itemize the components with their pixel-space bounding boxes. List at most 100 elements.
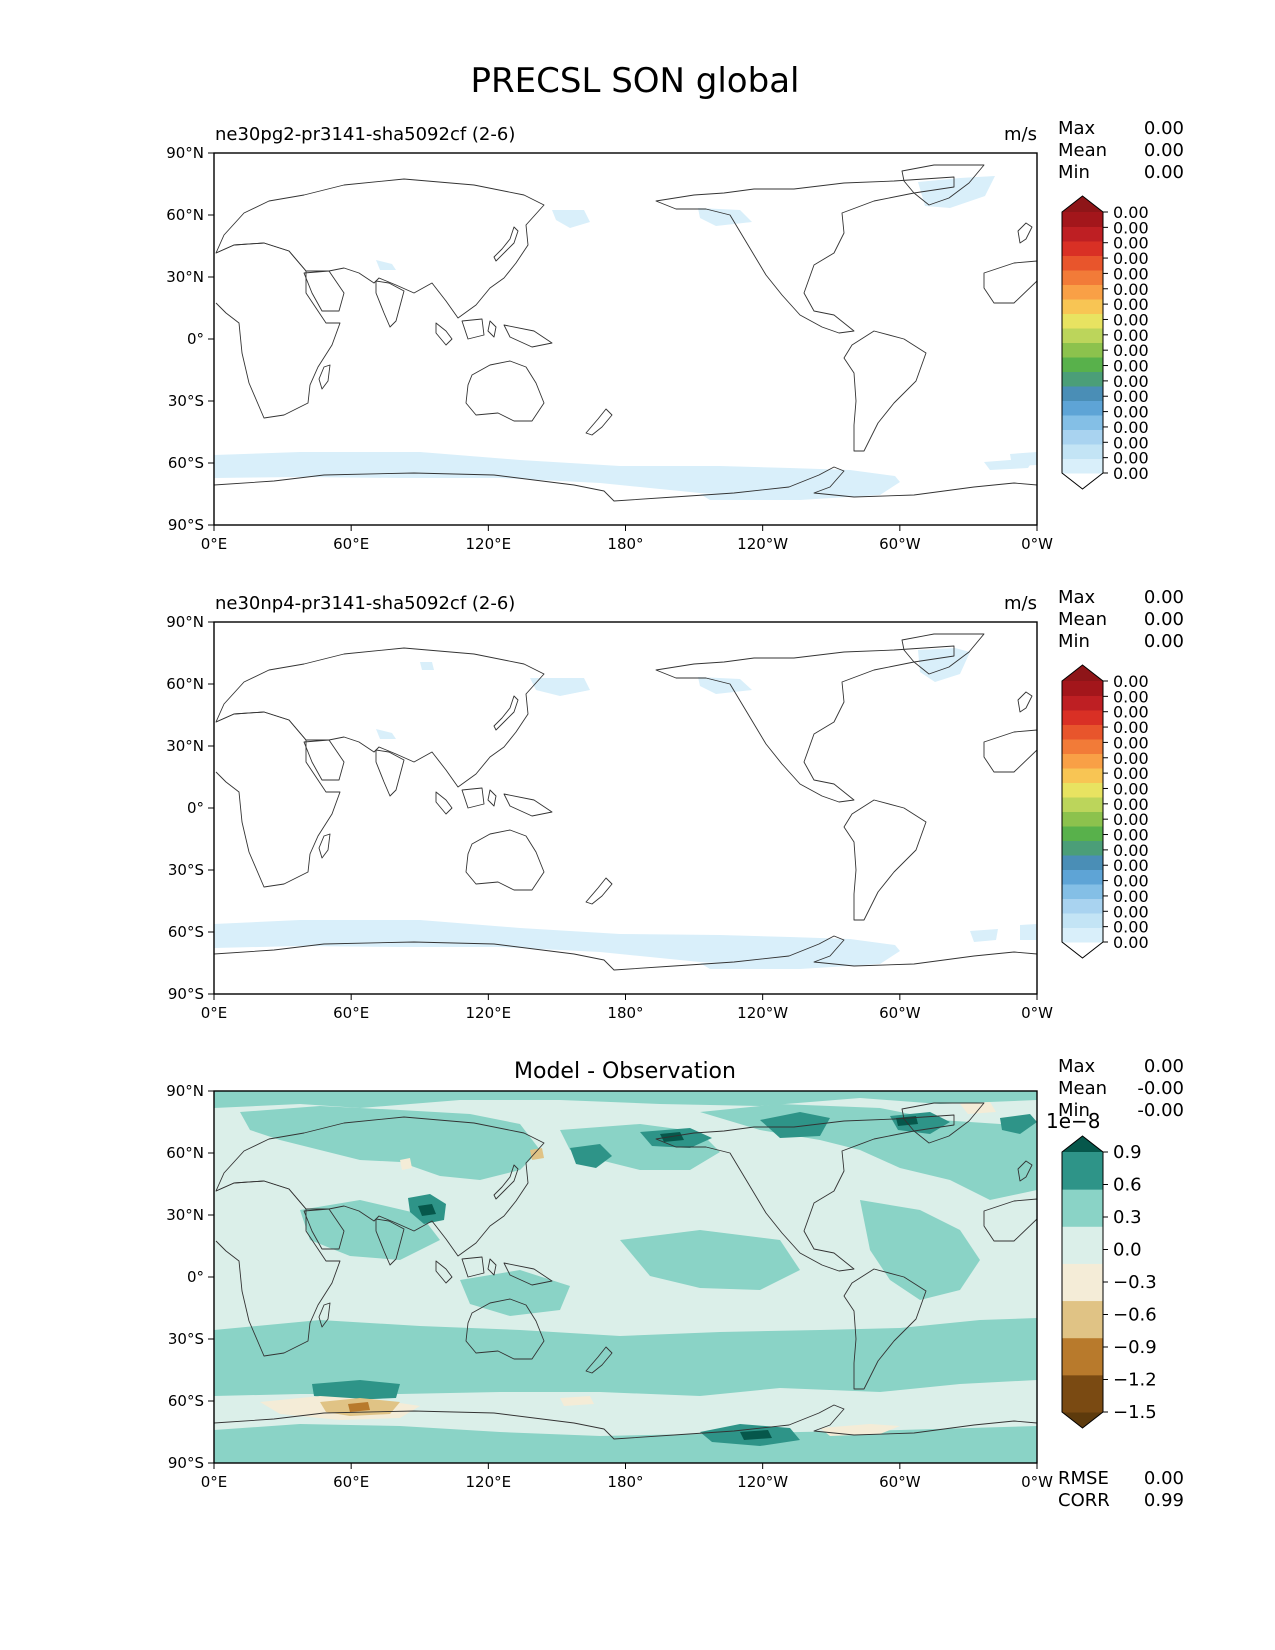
colorbar-tick-label: 0.00 bbox=[1113, 203, 1149, 222]
y-tick-label: 90°S bbox=[168, 985, 204, 1003]
precip-patch-north-pacific bbox=[698, 677, 752, 694]
precip-fill-layer bbox=[214, 633, 1037, 971]
colorbar-tick-label: 0.00 bbox=[1113, 295, 1149, 314]
y-tick-label: 30°S bbox=[168, 861, 204, 879]
figure-title: PRECSL SON global bbox=[471, 61, 800, 101]
stat-value: 0.00 bbox=[1144, 631, 1184, 652]
colorbar-swatch bbox=[1062, 1152, 1103, 1190]
stat-value: 0.00 bbox=[1144, 587, 1184, 608]
stat-label: Max bbox=[1058, 1056, 1096, 1077]
colorbar-extend-high bbox=[1062, 1136, 1103, 1152]
stat-min: Min 0.00 bbox=[1058, 631, 1184, 652]
colorbar-swatch bbox=[1062, 284, 1103, 300]
x-tick-label: 60°E bbox=[333, 1473, 369, 1491]
colorbar-exponent: 1e−8 bbox=[1046, 1109, 1101, 1133]
diff-region-southern-indian-core-neg bbox=[348, 1402, 370, 1412]
stat-label: Mean bbox=[1058, 1078, 1107, 1099]
diff-region-antarctic-core bbox=[740, 1430, 772, 1440]
stat-value: 0.00 bbox=[1144, 162, 1184, 183]
x-tick-label: 0°W bbox=[1021, 535, 1053, 553]
colorbar-swatch bbox=[1062, 797, 1103, 812]
stat-value: 0.00 bbox=[1144, 609, 1184, 630]
y-tick-label: 0° bbox=[187, 799, 204, 817]
stat-max: Max 0.00 bbox=[1058, 587, 1184, 608]
diff-region-arctic bbox=[214, 1091, 1037, 1108]
colorbar-swatch bbox=[1062, 226, 1103, 242]
stat-label: Min bbox=[1058, 631, 1090, 652]
stat-label: CORR bbox=[1058, 1490, 1110, 1511]
stat-max: Max 0.00 bbox=[1058, 118, 1184, 139]
diff-region-southern-ocean bbox=[214, 1318, 1037, 1396]
panel-center-title: Model - Observation bbox=[514, 1059, 736, 1084]
diff-region-alaska bbox=[760, 1112, 830, 1138]
x-tick-label: 60°E bbox=[333, 535, 369, 553]
x-tick-label: 180° bbox=[607, 1004, 643, 1022]
stat-value: 0.00 bbox=[1144, 1056, 1184, 1077]
diff-region-weddell-neg bbox=[820, 1424, 900, 1436]
diff-region-tibet-core bbox=[418, 1204, 436, 1216]
map-plot: 0°E 60°E 120°E 180° 120°W 60°W 0°W 90°N 60°N 30°N… bbox=[166, 613, 1053, 1022]
colorbar-swatch bbox=[1062, 429, 1103, 445]
diff-region-kamchatka bbox=[570, 1144, 612, 1168]
y-tick-label: 60°S bbox=[168, 1392, 204, 1410]
stat-value: 0.99 bbox=[1144, 1490, 1184, 1511]
colorbar-tick-label: 0.00 bbox=[1113, 357, 1149, 376]
colorbar-tick-label: 0.00 bbox=[1113, 433, 1149, 452]
axis-ticks: 0°E 60°E 120°E 180° 120°W 60°W 0°W 90°N 60°N 30°N… bbox=[166, 144, 1053, 553]
colorbar-swatch bbox=[1062, 241, 1103, 256]
y-tick-label: 60°N bbox=[166, 675, 204, 693]
y-tick-label: 0° bbox=[187, 330, 204, 348]
x-tick-label: 120°W bbox=[737, 1004, 788, 1022]
colorbar-tick-label: 0.0 bbox=[1113, 1240, 1142, 1261]
colorbar-swatch bbox=[1062, 357, 1103, 372]
colorbar: 0.000.000.000.000.000.000.000.000.000.00… bbox=[1061, 195, 1149, 490]
colorbar-swatch bbox=[1062, 444, 1103, 459]
x-tick-label: 120°E bbox=[466, 1473, 512, 1491]
colorbar-swatch bbox=[1062, 782, 1103, 798]
colorbar-tick-label: 0.00 bbox=[1113, 872, 1149, 891]
precip-patch-tibet bbox=[376, 729, 396, 739]
colorbar-tick-label: 0.9 bbox=[1113, 1142, 1142, 1163]
colorbar-swatch bbox=[1062, 458, 1103, 474]
precip-patch-north-pacific bbox=[698, 208, 752, 226]
y-tick-label: 90°S bbox=[168, 1454, 204, 1472]
colorbar-tick-label: 0.00 bbox=[1113, 310, 1149, 329]
diff-region-atlantic-high bbox=[1000, 1114, 1037, 1134]
colorbar-swatch bbox=[1062, 898, 1103, 914]
precip-band-southern-ocean bbox=[214, 920, 895, 964]
y-tick-label: 60°N bbox=[166, 1144, 204, 1162]
colorbar-tick-label: 0.00 bbox=[1113, 418, 1149, 437]
diff-region-southern-indian bbox=[312, 1380, 400, 1400]
colorbar-swatch bbox=[1062, 753, 1103, 769]
colorbar-tick-label: 0.00 bbox=[1113, 672, 1149, 691]
colorbar-extend-low bbox=[1062, 1412, 1103, 1428]
colorbar-swatch bbox=[1062, 328, 1103, 343]
y-tick-label: 90°N bbox=[166, 144, 204, 162]
axis-ticks: 0°E 60°E 120°E 180° 120°W 60°W 0°W 90°N 60°N 30°N… bbox=[166, 613, 1053, 1022]
colorbar-swatch bbox=[1062, 299, 1103, 314]
precip-patch-atlantic-south bbox=[970, 929, 998, 942]
colorbar-tick-label: 0.00 bbox=[1113, 403, 1149, 422]
precip-patch-east-asia bbox=[552, 210, 590, 228]
colorbar-tick-label: 0.00 bbox=[1113, 326, 1149, 345]
colorbar: 0.000.000.000.000.000.000.000.000.000.00… bbox=[1061, 664, 1149, 959]
stat-value: 0.00 bbox=[1144, 1468, 1184, 1489]
colorbar-tick-label: 0.00 bbox=[1113, 764, 1149, 783]
colorbar-swatch bbox=[1062, 386, 1103, 401]
precip-band-southern-ocean bbox=[214, 452, 895, 495]
colorbar-swatch bbox=[1062, 927, 1103, 943]
stat-value: 0.00 bbox=[1144, 118, 1184, 139]
colorbar-tick-label: −0.3 bbox=[1113, 1272, 1157, 1293]
stat-value: -0.00 bbox=[1137, 1078, 1184, 1099]
x-tick-label: 0°E bbox=[201, 535, 228, 553]
panel-test: ne30pg2-pr3141-sha5092cf (2-6) m/s Max 0… bbox=[166, 118, 1184, 553]
y-tick-label: 60°S bbox=[168, 923, 204, 941]
precip-patch-atlantic-south-2 bbox=[1020, 924, 1037, 940]
stat-value: -0.00 bbox=[1137, 1100, 1184, 1121]
map-plot: 0°E 60°E 120°E 180° 120°W 60°W 0°W 90°N 60°N 30°N… bbox=[166, 144, 1053, 553]
colorbar-swatch bbox=[1062, 869, 1103, 885]
x-tick-label: 120°W bbox=[737, 1473, 788, 1491]
x-tick-label: 60°W bbox=[879, 1473, 921, 1491]
x-tick-label: 120°W bbox=[737, 535, 788, 553]
